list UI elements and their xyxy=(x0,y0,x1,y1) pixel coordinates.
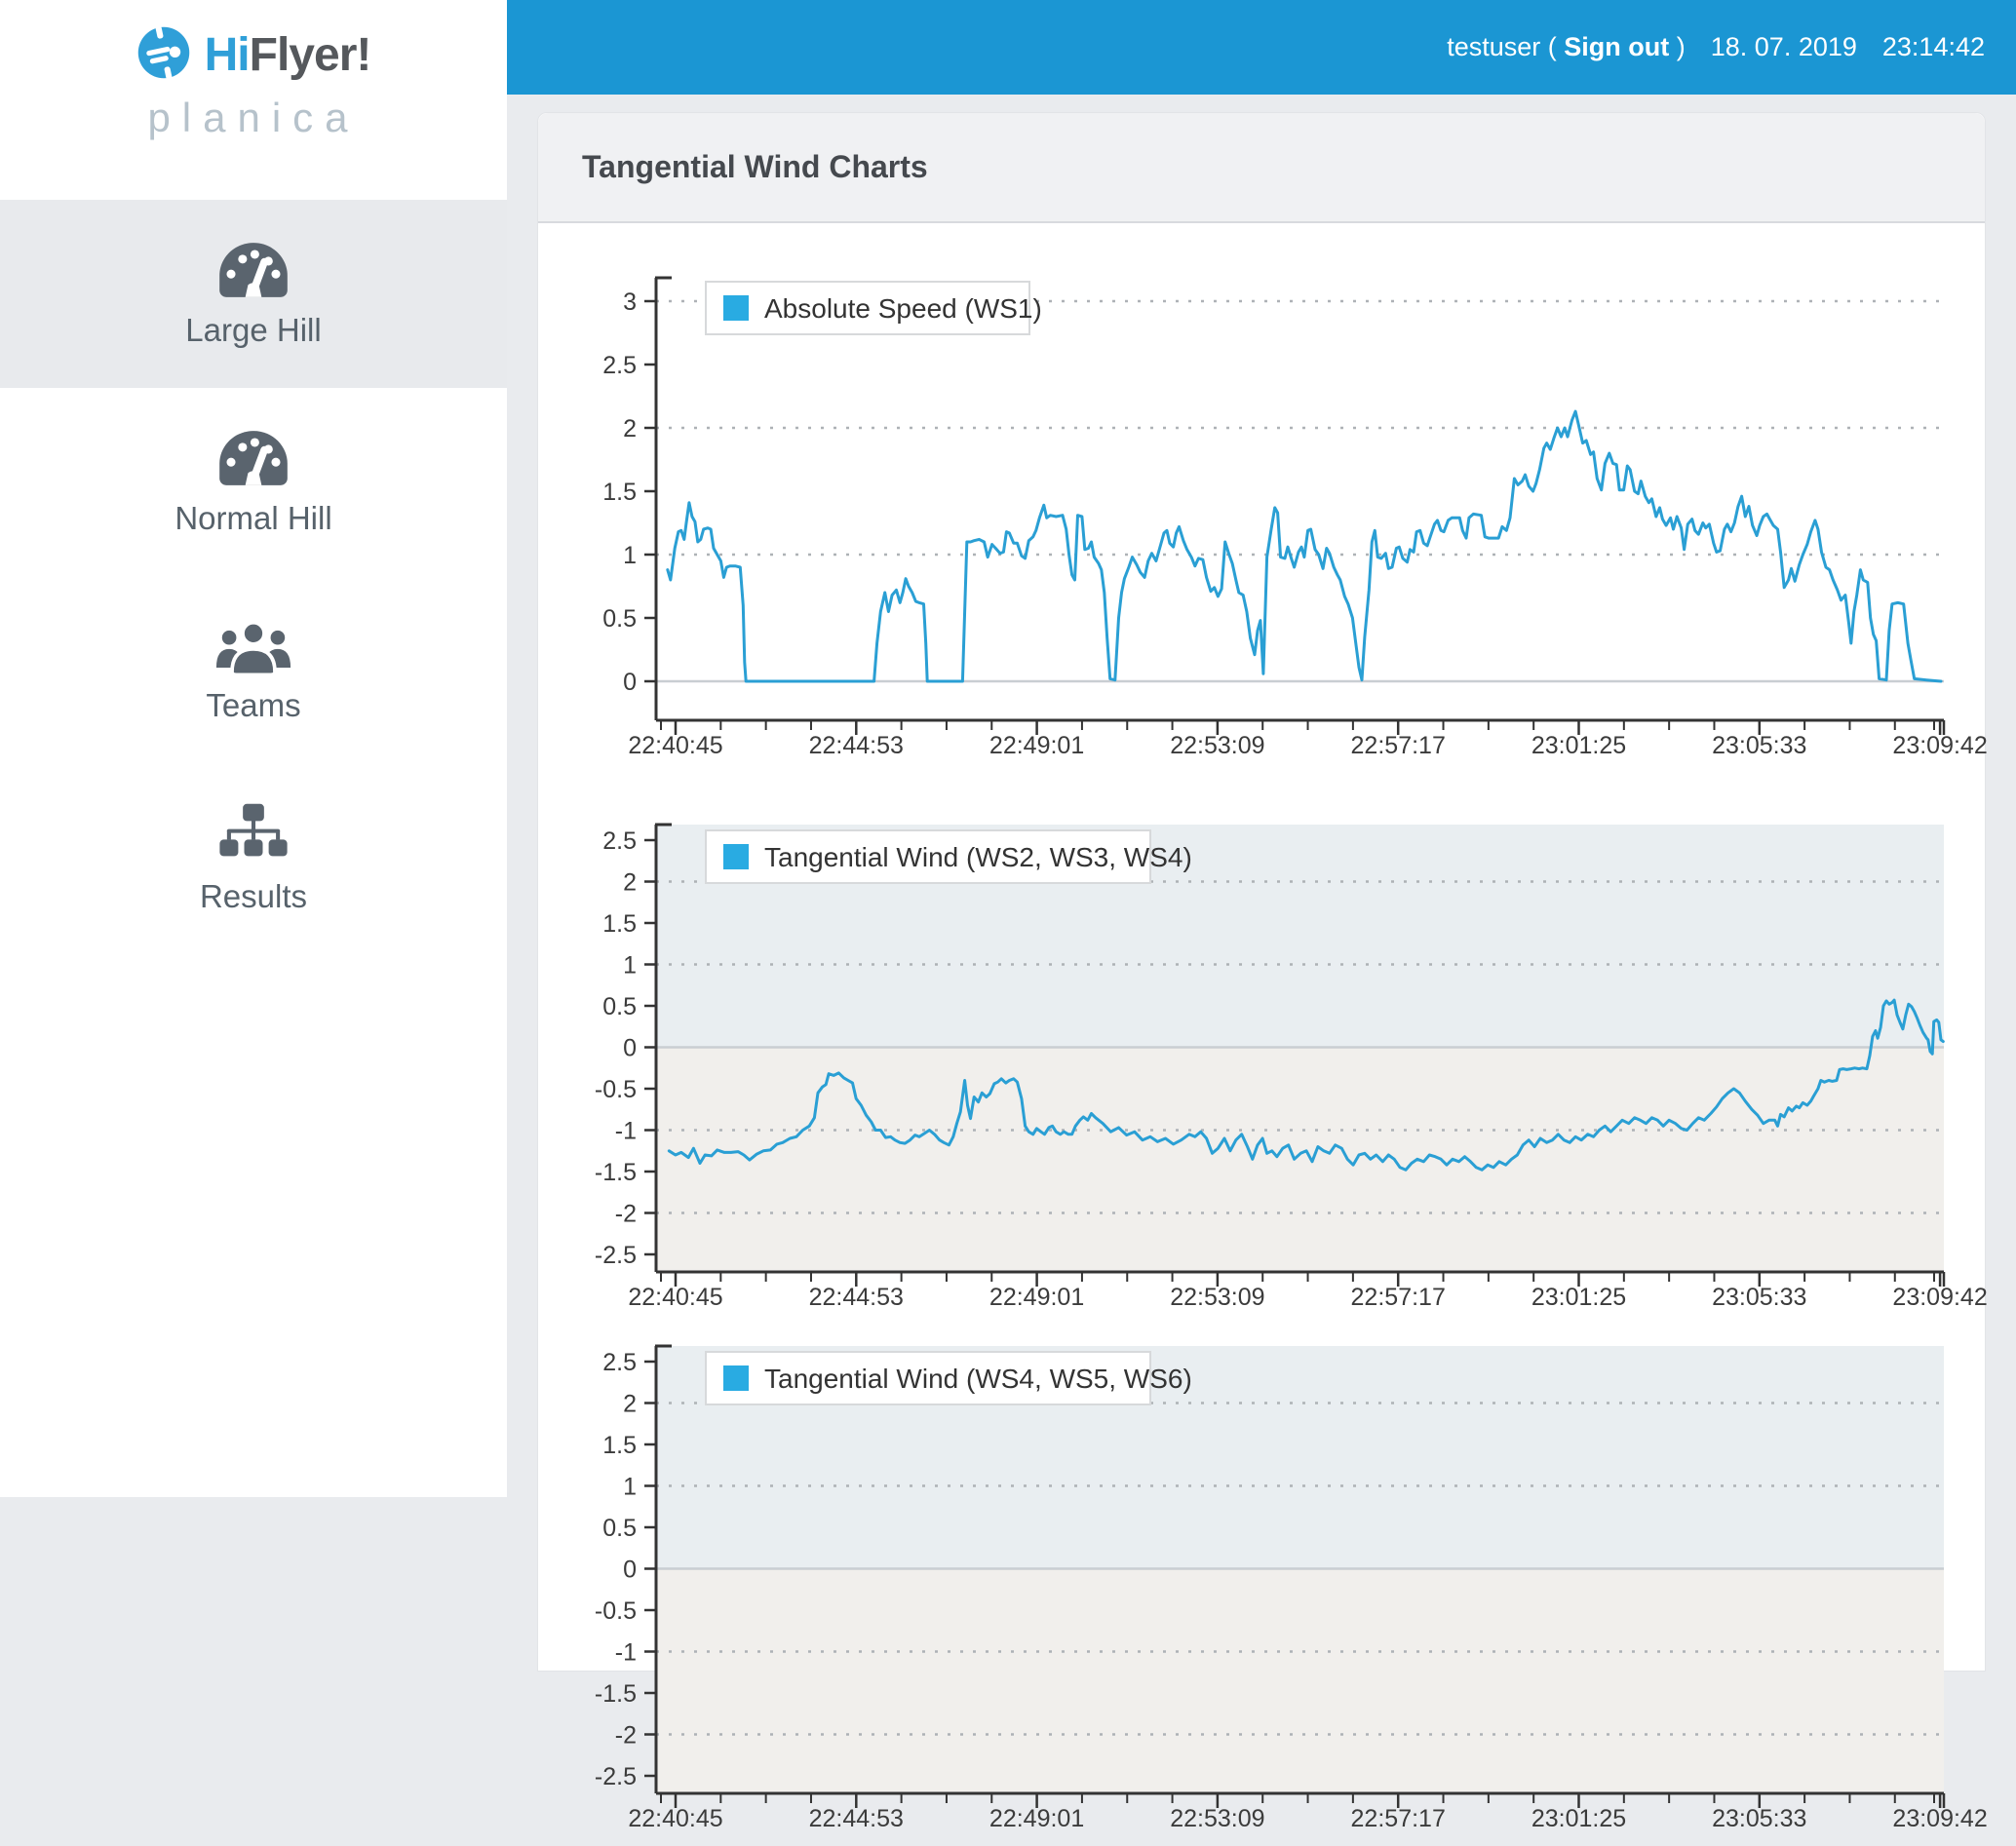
svg-text:23:05:33: 23:05:33 xyxy=(1712,732,1806,759)
card-header: Tangential Wind Charts xyxy=(538,113,1985,223)
svg-text:22:49:01: 22:49:01 xyxy=(989,1805,1084,1832)
svg-text:-1: -1 xyxy=(615,1638,637,1666)
svg-text:23:09:42: 23:09:42 xyxy=(1892,1805,1987,1832)
svg-text:22:57:17: 22:57:17 xyxy=(1351,732,1446,759)
svg-text:1.5: 1.5 xyxy=(602,910,637,938)
username: testuser xyxy=(1447,32,1540,61)
svg-text:2: 2 xyxy=(623,868,637,896)
svg-text:1: 1 xyxy=(623,951,637,979)
gauge-icon xyxy=(215,240,291,300)
gauge-icon xyxy=(215,428,291,488)
svg-text:2.5: 2.5 xyxy=(602,352,637,379)
topbar: testuser ( Sign out ) 18. 07. 2019 23:14… xyxy=(507,0,2016,95)
svg-text:Tangential Wind (WS2, WS3, WS4: Tangential Wind (WS2, WS3, WS4) xyxy=(764,842,1192,872)
svg-text:22:57:17: 22:57:17 xyxy=(1351,1284,1446,1311)
chart-svg: 2.5 2 1.5 1 0.5 0 -0.5 -1 -1.5 -2 -2.5 22:40:45 22:4… xyxy=(538,1334,1987,1841)
svg-text:-0.5: -0.5 xyxy=(595,1076,637,1103)
svg-text:-2: -2 xyxy=(615,1200,637,1227)
svg-text:0.5: 0.5 xyxy=(602,1515,637,1542)
svg-text:Absolute Speed (WS1): Absolute Speed (WS1) xyxy=(764,293,1042,324)
svg-text:1.5: 1.5 xyxy=(602,479,637,506)
brand-subtitle: planica xyxy=(0,95,507,141)
chart-tangential-wind-ws2-ws3-ws4: 2.5 2 1.5 1 0.5 0 -0.5 -1 -1.5 -2 -2.5 22:40:45 22:4… xyxy=(538,813,1985,1325)
sidebar: HiFlyer! planica Large Hill Normal Hill … xyxy=(0,0,507,1497)
svg-text:-1.5: -1.5 xyxy=(595,1159,637,1186)
svg-text:23:09:42: 23:09:42 xyxy=(1892,1284,1987,1311)
svg-text:Tangential Wind (WS4, WS5, WS6: Tangential Wind (WS4, WS5, WS6) xyxy=(764,1364,1192,1394)
svg-text:22:44:53: 22:44:53 xyxy=(809,1284,904,1311)
svg-text:0: 0 xyxy=(623,669,637,696)
sidebar-item-label: Results xyxy=(200,878,307,915)
svg-text:22:57:17: 22:57:17 xyxy=(1351,1805,1446,1832)
svg-text:3: 3 xyxy=(623,288,637,316)
sidebar-item-label: Large Hill xyxy=(185,312,321,349)
page-title: Tangential Wind Charts xyxy=(582,149,928,185)
chart-absolute-speed-ws1: 3 2.5 2 1.5 1 0.5 0 22:40:45 22:44:53 22:49:01 22:… xyxy=(538,252,1985,803)
chart-svg: 3 2.5 2 1.5 1 0.5 0 22:40:45 22:44:53 22:49:01 22:… xyxy=(538,252,1987,798)
svg-text:1: 1 xyxy=(623,1473,637,1500)
sitemap-icon xyxy=(216,802,291,866)
chart-tangential-wind-ws4-ws5-ws6: 2.5 2 1.5 1 0.5 0 -0.5 -1 -1.5 -2 -2.5 22:40:45 22:4… xyxy=(538,1334,1985,1846)
svg-text:0: 0 xyxy=(623,1556,637,1583)
svg-text:22:53:09: 22:53:09 xyxy=(1170,1284,1264,1311)
main-content: Tangential Wind Charts 3 2.5 2 1.5 1 0.5 0 22:4… xyxy=(507,95,2016,1497)
svg-text:-2: -2 xyxy=(615,1721,637,1749)
svg-text:-1.5: -1.5 xyxy=(595,1680,637,1708)
signout-button[interactable]: Sign out xyxy=(1564,32,1669,61)
svg-text:22:53:09: 22:53:09 xyxy=(1170,1805,1264,1832)
sidebar-item-normal-hill[interactable]: Normal Hill xyxy=(0,388,507,576)
sidebar-item-results[interactable]: Results xyxy=(0,764,507,952)
svg-text:0: 0 xyxy=(623,1034,637,1061)
svg-text:22:44:53: 22:44:53 xyxy=(809,1805,904,1832)
svg-text:2.5: 2.5 xyxy=(602,827,637,855)
brand-icon xyxy=(136,25,191,85)
svg-text:22:53:09: 22:53:09 xyxy=(1170,732,1264,759)
current-time: 23:14:42 xyxy=(1882,32,1985,62)
svg-text:-0.5: -0.5 xyxy=(595,1597,637,1625)
svg-text:22:49:01: 22:49:01 xyxy=(989,732,1084,759)
users-icon xyxy=(213,617,293,675)
svg-text:2.5: 2.5 xyxy=(602,1349,637,1376)
sidebar-item-teams[interactable]: Teams xyxy=(0,576,507,764)
svg-text:23:01:25: 23:01:25 xyxy=(1531,1284,1626,1311)
svg-text:-2.5: -2.5 xyxy=(595,1763,637,1790)
svg-text:0.5: 0.5 xyxy=(602,993,637,1020)
svg-text:22:40:45: 22:40:45 xyxy=(628,1284,722,1311)
svg-text:1.5: 1.5 xyxy=(602,1432,637,1459)
chart-svg: 2.5 2 1.5 1 0.5 0 -0.5 -1 -1.5 -2 -2.5 22:40:45 22:4… xyxy=(538,813,1987,1320)
sidebar-item-label: Normal Hill xyxy=(174,500,331,537)
svg-text:23:01:25: 23:01:25 xyxy=(1531,732,1626,759)
svg-text:0.5: 0.5 xyxy=(602,605,637,633)
svg-text:22:40:45: 22:40:45 xyxy=(628,732,722,759)
charts-card: Tangential Wind Charts 3 2.5 2 1.5 1 0.5 0 22:4… xyxy=(537,112,1986,1672)
user-session: testuser ( Sign out ) xyxy=(1447,32,1686,62)
svg-text:22:44:53: 22:44:53 xyxy=(809,732,904,759)
svg-text:2: 2 xyxy=(623,415,637,442)
svg-text:23:05:33: 23:05:33 xyxy=(1712,1805,1806,1832)
svg-text:23:09:42: 23:09:42 xyxy=(1892,732,1987,759)
svg-text:1: 1 xyxy=(623,542,637,569)
sidebar-item-label: Teams xyxy=(206,687,300,724)
current-date: 18. 07. 2019 xyxy=(1711,32,1857,62)
svg-text:23:01:25: 23:01:25 xyxy=(1531,1805,1626,1832)
brand-wordmark: HiFlyer! xyxy=(205,28,371,82)
app-logo[interactable]: HiFlyer! planica xyxy=(0,0,507,200)
svg-text:2: 2 xyxy=(623,1390,637,1417)
sidebar-item-large-hill[interactable]: Large Hill xyxy=(0,200,507,388)
svg-text:-2.5: -2.5 xyxy=(595,1242,637,1269)
svg-text:22:49:01: 22:49:01 xyxy=(989,1284,1084,1311)
svg-text:-1: -1 xyxy=(615,1117,637,1144)
svg-text:22:40:45: 22:40:45 xyxy=(628,1805,722,1832)
svg-text:23:05:33: 23:05:33 xyxy=(1712,1284,1806,1311)
